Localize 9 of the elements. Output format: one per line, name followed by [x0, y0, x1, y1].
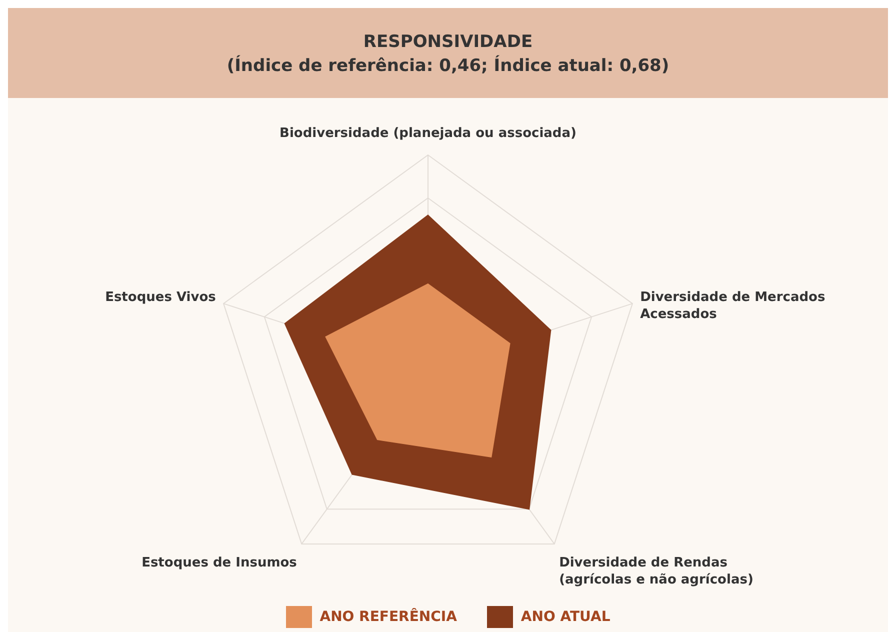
spoke-label: Estoques Vivos [105, 290, 216, 306]
legend-label: ANO REFERÊNCIA [320, 609, 457, 625]
legend-label: ANO ATUAL [520, 609, 610, 625]
spoke-label: Biodiversidade (planejada ou associada) [280, 126, 576, 141]
chart-title: RESPONSIVIDADE [362, 32, 534, 52]
spoke-label: Estoques de Insumos [142, 555, 298, 570]
chart-subtitle: (Índice de referência: 0,46; Índice atual: 0,68) [226, 56, 670, 76]
spoke-label: Diversidade de Mercados Acessados [640, 290, 826, 322]
spoke-label: Diversidade de Rendas (agrícolas e não agrícolas) [559, 555, 754, 588]
